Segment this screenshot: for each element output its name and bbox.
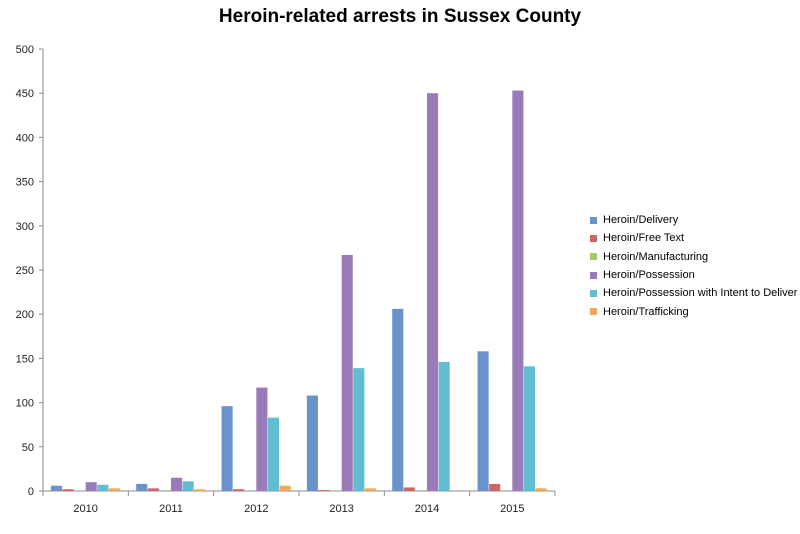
y-tick-label: 250: [16, 265, 34, 277]
legend-item: Heroin/Possession with Intent to Deliver: [590, 284, 797, 302]
chart-legend: Heroin/Delivery Heroin/Free Text Heroin/Ma…: [590, 211, 797, 321]
legend-item: Heroin/Trafficking: [590, 302, 797, 320]
x-tick-label: 2015: [500, 503, 524, 515]
bar-heroin-possession-2012: [256, 387, 268, 491]
bar-heroin-trafficking-2011: [194, 489, 206, 491]
bar-heroin-possession-2010: [85, 482, 97, 491]
bar-heroin-delivery-2015: [477, 351, 489, 491]
y-tick-label: 200: [16, 309, 34, 321]
bar-heroin-possession-with-intent-to-deliver-2015: [523, 366, 536, 491]
x-tick-label: 2013: [329, 503, 353, 515]
bar-heroin-free-text-2011: [147, 488, 159, 491]
y-tick-label: 300: [16, 221, 34, 233]
y-tick-label: 0: [28, 486, 34, 498]
x-tick-label: 2012: [244, 503, 268, 515]
legend-label: Heroin/Manufacturing: [603, 250, 709, 263]
bar-heroin-delivery-2013: [306, 395, 318, 491]
bar-heroin-possession-2011: [171, 477, 183, 491]
legend-label: Heroin/Possession: [603, 269, 695, 282]
legend-label: Heroin/Trafficking: [603, 305, 689, 318]
legend-swatch: [590, 308, 597, 316]
bar-heroin-free-text-2010: [62, 489, 74, 491]
bar-heroin-trafficking-2010: [108, 488, 120, 491]
y-tick-label: 100: [16, 398, 34, 410]
legend-swatch: [590, 271, 597, 279]
bar-heroin-possession-with-intent-to-deliver-2012: [267, 417, 280, 491]
legend-item: Heroin/Possession: [590, 266, 797, 284]
legend-label: Heroin/Possession with Intent to Deliver: [603, 287, 798, 300]
legend-swatch: [590, 234, 597, 242]
bar-heroin-possession-with-intent-to-deliver-2014: [438, 361, 450, 491]
bar-heroin-trafficking-2015: [535, 488, 547, 491]
bar-heroin-trafficking-2013: [364, 488, 376, 491]
bar-heroin-possession-with-intent-to-deliver-2013: [353, 368, 365, 491]
bar-heroin-possession-2013: [341, 254, 353, 491]
bar-heroin-delivery-2011: [136, 483, 148, 491]
bar-heroin-delivery-2014: [392, 308, 404, 491]
bar-heroin-free-text-2014: [403, 487, 415, 491]
bar-heroin-possession-with-intent-to-deliver-2010: [97, 484, 109, 491]
legend-label: Heroin/Delivery: [603, 214, 679, 227]
bar-heroin-trafficking-2012: [279, 485, 291, 491]
chart-title: Heroin-related arrests in Sussex County: [218, 6, 582, 27]
y-tick-label: 400: [16, 132, 34, 144]
y-tick-label: 350: [16, 177, 34, 189]
bar-heroin-possession-2015: [512, 90, 524, 491]
bar-heroin-free-text-2012: [233, 489, 245, 491]
legend-item: Heroin/Free Text: [590, 229, 797, 247]
bar-heroin-delivery-2010: [50, 485, 62, 491]
legend-item: Heroin/Manufacturing: [590, 248, 797, 266]
x-tick-label: 2010: [73, 503, 97, 515]
legend-swatch: [590, 253, 597, 261]
legend-swatch: [590, 289, 597, 297]
legend-swatch: [590, 216, 597, 224]
y-tick-label: 450: [16, 88, 34, 100]
bar-heroin-free-text-2013: [318, 490, 330, 491]
y-tick-label: 150: [16, 353, 34, 365]
y-tick-label: 50: [22, 442, 34, 454]
y-tick-label: 500: [16, 44, 34, 56]
bar-heroin-free-text-2015: [489, 483, 501, 491]
x-tick-label: 2011: [159, 503, 183, 515]
bar-heroin-possession-with-intent-to-deliver-2011: [182, 481, 194, 491]
bar-heroin-possession-2014: [427, 93, 439, 491]
bar-heroin-delivery-2012: [221, 406, 233, 491]
legend-item: Heroin/Delivery: [590, 211, 797, 229]
legend-label: Heroin/Free Text: [603, 232, 685, 245]
x-tick-label: 2014: [415, 503, 439, 515]
